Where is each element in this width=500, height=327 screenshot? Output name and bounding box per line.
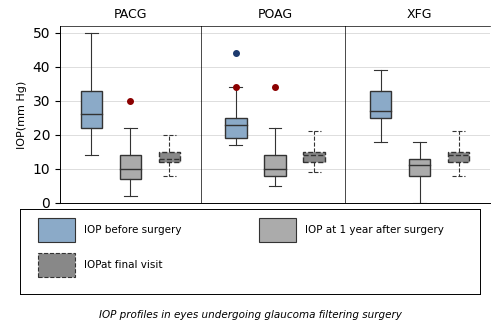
Bar (259, 218, 296, 242)
Bar (409, 159, 430, 176)
Text: IOPat final visit: IOPat final visit (84, 260, 163, 270)
Bar (370, 91, 392, 118)
Bar (120, 155, 141, 179)
Text: PACG: PACG (114, 8, 147, 21)
Y-axis label: IOP(mm Hg): IOP(mm Hg) (17, 80, 27, 148)
Bar (304, 152, 325, 162)
Text: IOP before surgery: IOP before surgery (84, 225, 182, 235)
Text: IOP profiles in eyes undergoing glaucoma filtering surgery: IOP profiles in eyes undergoing glaucoma… (98, 310, 402, 320)
Bar (448, 152, 469, 162)
Bar (225, 118, 246, 138)
Bar (38, 253, 75, 277)
Text: XFG: XFG (407, 8, 432, 21)
Text: POAG: POAG (258, 8, 292, 21)
Text: IOP at 1 year after surgery: IOP at 1 year after surgery (305, 225, 444, 235)
Bar (264, 155, 286, 176)
Bar (38, 218, 75, 242)
Bar (80, 91, 102, 128)
Bar (158, 152, 180, 162)
